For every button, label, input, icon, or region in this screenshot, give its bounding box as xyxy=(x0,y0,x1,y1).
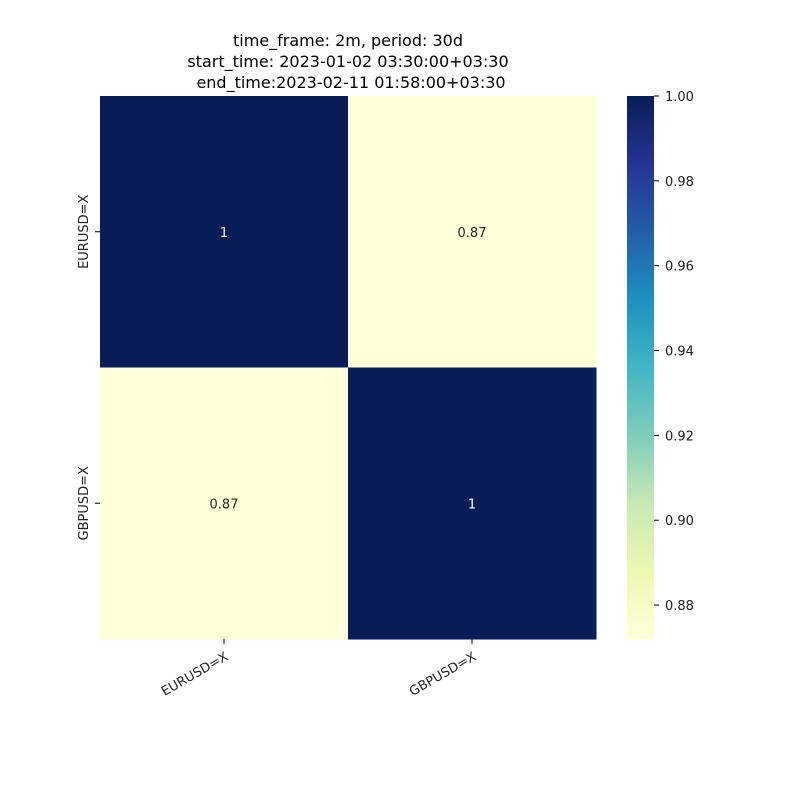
heatmap-cell-label: 1 xyxy=(220,226,228,241)
x-axis: EURUSD=X GBPUSD=X xyxy=(159,639,479,700)
chart-title: time_frame: 2m, period: 30d start_time: … xyxy=(187,31,508,93)
y-tick-label: EURUSD=X xyxy=(77,194,92,268)
x-tick-label: EURUSD=X xyxy=(159,649,231,699)
colorbar-tick-label: 0.92 xyxy=(665,429,694,444)
colorbar-ticks: 0.88 0.90 0.92 0.94 0.96 0.98 1.00 xyxy=(654,90,694,614)
chart-title-line-1: time_frame: 2m, period: 30d xyxy=(233,31,463,51)
colorbar: 0.88 0.90 0.92 0.94 0.96 0.98 1.00 xyxy=(627,90,694,639)
heatmap-cell-label: 0.87 xyxy=(458,226,487,241)
heatmap-cells xyxy=(100,96,597,640)
colorbar-tick-label: 0.96 xyxy=(665,260,694,275)
colorbar-tick-label: 0.94 xyxy=(665,345,694,360)
heatmap-cell xyxy=(348,96,597,368)
colorbar-tick-label: 1.00 xyxy=(665,90,694,105)
colorbar-gradient xyxy=(627,96,654,639)
y-tick-label: GBPUSD=X xyxy=(77,466,92,541)
heatmap-cell xyxy=(100,367,349,640)
heatmap-cell-label: 0.87 xyxy=(210,497,239,512)
heatmap-cell-labels: 1 0.87 0.87 1 xyxy=(210,226,487,513)
chart-title-line-3: end_time:2023-02-11 01:58:00+03:30 xyxy=(196,73,505,93)
colorbar-tick-label: 0.88 xyxy=(665,599,694,614)
heatmap-cell xyxy=(100,96,349,368)
colorbar-tick-label: 0.90 xyxy=(665,514,694,529)
heatmap-cell-label: 1 xyxy=(468,497,476,512)
heatmap-cell xyxy=(348,367,597,640)
chart-title-line-2: start_time: 2023-01-02 03:30:00+03:30 xyxy=(187,52,508,72)
y-axis: EURUSD=X GBPUSD=X xyxy=(77,194,100,540)
colorbar-tick-label: 0.98 xyxy=(665,175,694,190)
x-tick-label: GBPUSD=X xyxy=(407,649,479,699)
